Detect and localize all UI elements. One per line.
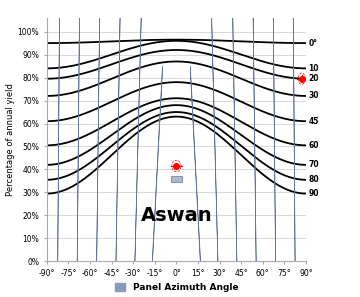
Text: 0°: 0° [309,39,318,48]
Bar [250,0,260,297]
Text: Aswan: Aswan [141,206,212,225]
Text: 30: 30 [309,91,319,100]
Text: 70: 70 [309,160,319,169]
Text: 10: 10 [309,64,319,73]
Text: 90: 90 [309,189,319,198]
Bar [112,0,123,297]
Bar [270,0,280,297]
Bar [93,0,103,297]
Y-axis label: Percentage of annual yield: Percentage of annual yield [6,83,15,196]
Bar [54,0,63,297]
Bar [171,176,182,181]
Text: 80: 80 [309,175,319,184]
Text: 45: 45 [309,117,319,126]
Bar [190,67,202,291]
Bar [73,0,83,297]
Text: 60: 60 [309,141,319,150]
Legend: Panel Azimuth Angle: Panel Azimuth Angle [111,279,242,296]
Text: 20: 20 [309,74,319,83]
Bar [230,0,241,297]
Bar [151,67,162,291]
Bar [290,0,299,297]
Bar [210,0,221,297]
Bar [131,0,143,297]
